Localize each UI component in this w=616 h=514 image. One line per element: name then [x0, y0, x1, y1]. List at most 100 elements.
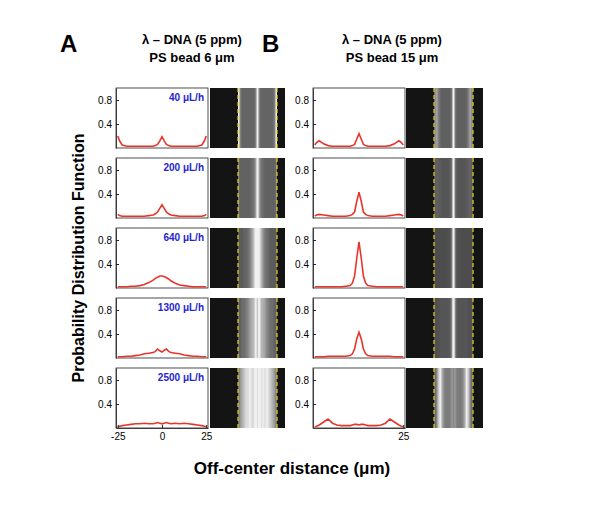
tick-mark: [313, 194, 316, 195]
channel-wall: [237, 228, 238, 288]
channel-intensity: [434, 158, 473, 218]
tick-mark: [313, 334, 316, 335]
tick-label: 0.4: [98, 189, 112, 200]
micrograph-background: [210, 368, 285, 428]
flow-rate-label: 2500 μL/h: [158, 372, 204, 383]
channel-wall: [276, 298, 277, 358]
axis-line: [116, 159, 117, 219]
plot-frame: [116, 158, 208, 218]
micrograph-background: [406, 228, 483, 288]
tick-label: 0.8: [98, 95, 112, 106]
tick-mark: [313, 100, 316, 101]
micrograph: [210, 368, 285, 428]
tick-mark: [403, 425, 404, 428]
tick: -25: [111, 425, 126, 442]
tick: 0.8: [98, 375, 119, 386]
micrograph-background: [210, 298, 285, 358]
tick-label: 0.4: [295, 189, 309, 200]
channel-background: [238, 228, 277, 288]
tick-label: 0: [160, 431, 166, 442]
tick-mark: [116, 240, 119, 241]
tick-label: -25: [111, 431, 126, 442]
y-axis: 0.40.8: [98, 229, 119, 289]
tick-label: 0.4: [295, 259, 309, 270]
channel-background: [238, 88, 277, 148]
y-axis: 0.40.8: [295, 299, 316, 359]
micrograph: [210, 298, 285, 358]
pdf-line: [315, 192, 403, 216]
plot-area: [118, 349, 206, 357]
tick-mark: [313, 170, 316, 171]
channel-background: [434, 158, 473, 218]
channel-intensity: [434, 88, 473, 148]
channel-wall: [472, 298, 473, 358]
tick-label: 0.8: [295, 305, 309, 316]
axis-line: [117, 428, 209, 429]
flow-rate-label: 640 μL/h: [163, 232, 204, 243]
subplot: 0.4 0.8 -25 0 25 2500 μL/h: [98, 368, 213, 442]
micrograph: [406, 368, 483, 428]
plot-area: [315, 419, 403, 427]
tick: 0.4: [295, 119, 316, 130]
tick-mark: [116, 310, 119, 311]
pdf-line: [118, 349, 206, 357]
micrograph: [406, 228, 483, 288]
pdf-line: [118, 276, 206, 287]
channel-wall: [472, 158, 473, 218]
channel-wall: [433, 158, 434, 218]
y-axis: 0.4 0.8: [98, 369, 119, 429]
channel-wall: [237, 368, 238, 428]
tick-mark: [116, 170, 119, 171]
tick-label: 0.8: [98, 375, 112, 386]
y-axis: 0.4 0.8: [98, 299, 119, 359]
panel-title: PS bead 6 μm: [149, 50, 234, 65]
figure-root: Aλ – DNA (5 ppm)PS bead 6 μmBλ – DNA (5 …: [0, 0, 616, 514]
tick: 0.8: [98, 305, 119, 316]
tick: 0.8: [98, 165, 119, 176]
y-axis: 0.40.8: [295, 89, 316, 149]
x-axis: 25: [314, 425, 410, 442]
channel-intensity: [238, 158, 277, 218]
subplot: 0.40.8: [295, 88, 405, 149]
plot-frame: [116, 298, 208, 358]
pdf-line: [315, 419, 403, 427]
axis-line: [313, 159, 314, 219]
tick: 0.4: [98, 329, 119, 340]
tick-label: 25: [201, 431, 213, 442]
tick-mark: [116, 334, 119, 335]
micrograph: [210, 158, 285, 218]
plot-frame: [116, 88, 208, 148]
tick: 0.4: [98, 399, 119, 410]
micrograph-background: [210, 228, 285, 288]
tick: 0.8: [295, 375, 316, 386]
axis-line: [116, 89, 117, 149]
micrograph: [406, 88, 483, 148]
channel-wall: [276, 228, 277, 288]
panel-title: λ – DNA (5 ppm): [142, 32, 242, 47]
tick-label: 0.8: [295, 235, 309, 246]
tick: 0.4: [98, 119, 119, 130]
y-axis: 0.4 0.8: [295, 159, 316, 219]
axis-line: [116, 299, 117, 359]
tick-mark: [313, 240, 316, 241]
micrograph: [406, 158, 483, 218]
tick: 0.8: [295, 165, 316, 176]
channel-wall: [237, 158, 238, 218]
tick-mark: [116, 264, 119, 265]
plot-frame: [116, 228, 208, 288]
subplot: 0.4 0.8: [295, 158, 405, 219]
channel-wall: [433, 88, 434, 148]
tick-label: 0.4: [295, 399, 309, 410]
channel-wall: [472, 368, 473, 428]
flow-rate-label: 200 μL/h: [163, 162, 204, 173]
tick-label: 0.4: [98, 119, 112, 130]
tick-mark: [116, 124, 119, 125]
tick: 0.8: [295, 305, 316, 316]
channel-wall: [237, 88, 238, 148]
tick-mark: [313, 124, 316, 125]
micrograph-background: [406, 298, 483, 358]
axis-line: [314, 428, 406, 429]
plot-frame: [313, 158, 405, 218]
plot-area: [315, 134, 403, 147]
y-axis: 0.4 0.8: [98, 159, 119, 219]
